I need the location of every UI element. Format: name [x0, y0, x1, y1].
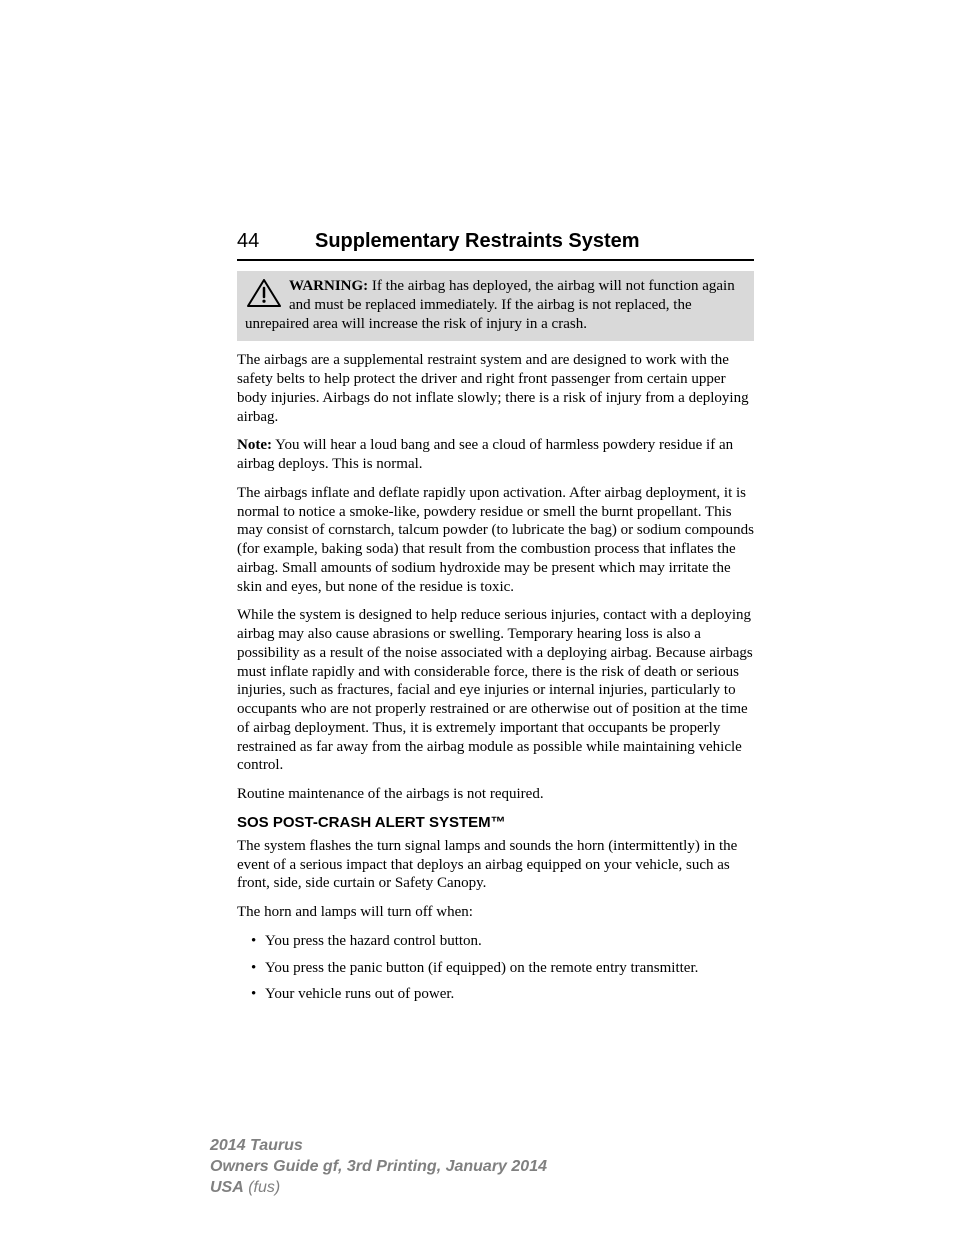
body-paragraph: Routine maintenance of the airbags is no… — [237, 785, 754, 804]
footer-line-1: 2014 Taurus — [210, 1136, 750, 1157]
body-paragraph: While the system is designed to help red… — [237, 606, 754, 775]
warning-box: WARNING: If the airbag has deployed, the… — [237, 271, 754, 341]
body-paragraph: The system flashes the turn signal lamps… — [237, 837, 754, 893]
page-content: 44 Supplementary Restraints System WARNI… — [237, 230, 754, 1012]
body-paragraph: The horn and lamps will turn off when: — [237, 903, 754, 922]
warning-label: WARNING: — [289, 278, 368, 294]
warning-triangle-icon — [247, 279, 281, 313]
list-item: You press the hazard control button. — [251, 932, 754, 951]
list-item: You press the panic button (if equipped)… — [251, 959, 754, 978]
list-item: Your vehicle runs out of power. — [251, 985, 754, 1004]
footer-region: USA — [210, 1179, 244, 1196]
footer-line-2: Owners Guide gf, 3rd Printing, January 2… — [210, 1157, 750, 1178]
section-heading: SOS POST-CRASH ALERT SYSTEM™ — [237, 814, 754, 831]
bullet-list: You press the hazard control button. You… — [237, 932, 754, 1004]
note-paragraph: Note: You will hear a loud bang and see … — [237, 436, 754, 474]
body-paragraph: The airbags are a supplemental restraint… — [237, 351, 754, 426]
page-number: 44 — [237, 230, 315, 253]
note-label: Note: — [237, 437, 272, 453]
note-text: You will hear a loud bang and see a clou… — [237, 437, 733, 472]
page-header: 44 Supplementary Restraints System — [237, 230, 754, 261]
footer-line-3: USA (fus) — [210, 1178, 750, 1199]
page-title: Supplementary Restraints System — [315, 230, 640, 253]
page-footer: 2014 Taurus Owners Guide gf, 3rd Printin… — [210, 1136, 750, 1198]
footer-suffix: (fus) — [244, 1179, 280, 1196]
body-paragraph: The airbags inflate and deflate rapidly … — [237, 484, 754, 597]
